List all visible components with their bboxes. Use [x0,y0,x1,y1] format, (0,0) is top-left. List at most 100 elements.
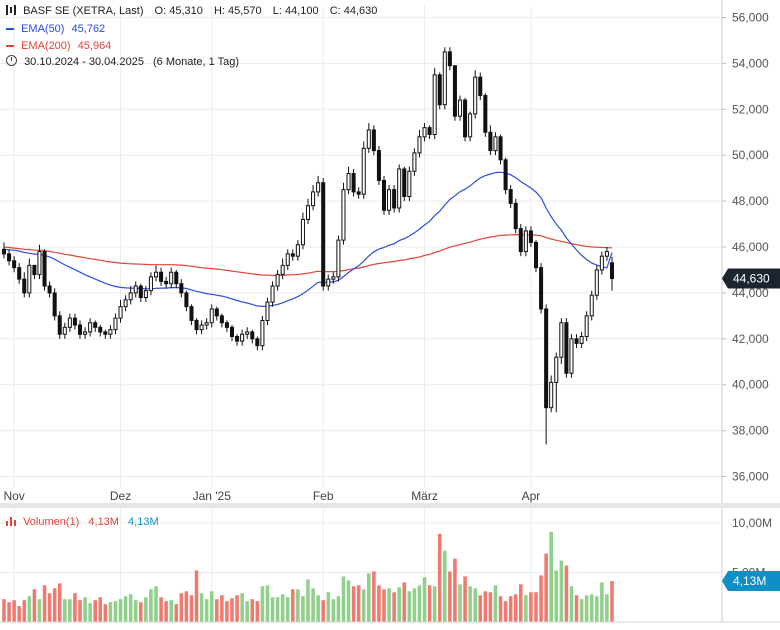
x-tick-label: März [411,489,438,503]
candle [407,166,412,202]
candle-body [366,129,371,149]
candle [376,146,381,186]
candle-body [387,189,392,211]
candle [447,47,452,71]
candle-body [574,338,579,344]
volume-bar [265,585,270,622]
candle [397,164,402,213]
x-tick-label: Feb [313,489,334,503]
candle [164,276,169,289]
y-tick-label: 52,000 [732,102,769,116]
candle-body [498,136,503,161]
ohlc-high-label: H: [213,5,225,17]
volume-bar [245,601,249,622]
ema50-line [3,171,613,308]
volume-bar [133,600,138,622]
volume-bar [331,599,336,622]
candle [473,70,478,119]
ema50-line-group [3,171,613,308]
candle [311,185,316,211]
volume-bar [27,596,32,622]
volume-bar [204,599,209,622]
candle-body [32,264,37,276]
candle-body [169,271,174,285]
volume-bar [73,593,77,622]
volume-bar [68,599,72,622]
candle-body [397,168,402,209]
candle-body [17,267,22,280]
candle-body [331,276,336,280]
volume-bar [392,592,396,622]
volume-bar [412,588,417,622]
volume-bar [524,595,528,622]
volume-bar [93,600,97,622]
candle-body [12,260,17,269]
volume-bar [605,594,609,622]
candle [422,123,427,142]
pane-separator [0,503,780,508]
volume-bar [397,587,401,622]
volume-bar [37,599,42,622]
candle-body [245,331,250,335]
candle [159,267,164,287]
candle [528,226,533,247]
volume-bar [113,601,118,622]
volume-bar [508,596,513,622]
volume-bar [579,599,584,622]
candle-body [417,136,422,154]
ohlc-low-label: L: [272,5,282,17]
candle-body [483,95,488,133]
volume-bars [2,531,614,622]
candle [468,111,473,142]
volume-bar [483,591,488,622]
x-tick-label: Nov [3,489,24,503]
volume-bar [478,595,483,622]
volume-bar [432,586,437,622]
candle-body [503,159,508,191]
candle-body [361,147,366,195]
candle [457,95,463,121]
volume-bar [539,575,543,622]
candle-body [549,381,554,409]
candle-body [148,276,153,292]
candle-body [27,264,32,294]
volume-bar [225,601,229,622]
volume-bar [149,589,153,622]
volume-bar [306,579,310,622]
candle-body [442,51,447,106]
ema50-label: EMA(50) [21,23,65,35]
volume-bar [503,601,508,622]
volume-bar [250,599,255,622]
candle [544,304,549,445]
candle [316,175,321,197]
volume-bar [326,592,331,622]
candle-body [539,267,544,310]
volume-bar [108,602,113,622]
volume-bar [57,583,62,622]
candle-body [47,285,52,294]
price-grid [0,6,722,488]
volume-bar [123,596,128,622]
y-tick-label: 54,000 [732,56,769,70]
candle [533,240,539,273]
candle-body [113,317,118,331]
candle [199,320,204,335]
last-volume-badge-bg [722,571,780,592]
y-tick-label: 48,000 [732,194,769,208]
candle [204,318,209,330]
volume-bar [144,597,148,622]
volume-bar [559,560,564,622]
candle [554,352,559,413]
candle-body [204,322,209,326]
candle [493,132,498,156]
candle [12,256,17,273]
candle-body [305,205,311,220]
volume-bar [270,597,275,622]
candle [57,311,62,339]
last-price-label: 44,630 [733,271,770,285]
legend-ema200: EMA(200) 45,964 [6,40,111,52]
candle [508,185,513,208]
volume-value-1: 4,13M [88,516,119,528]
volume-bar [382,589,386,622]
